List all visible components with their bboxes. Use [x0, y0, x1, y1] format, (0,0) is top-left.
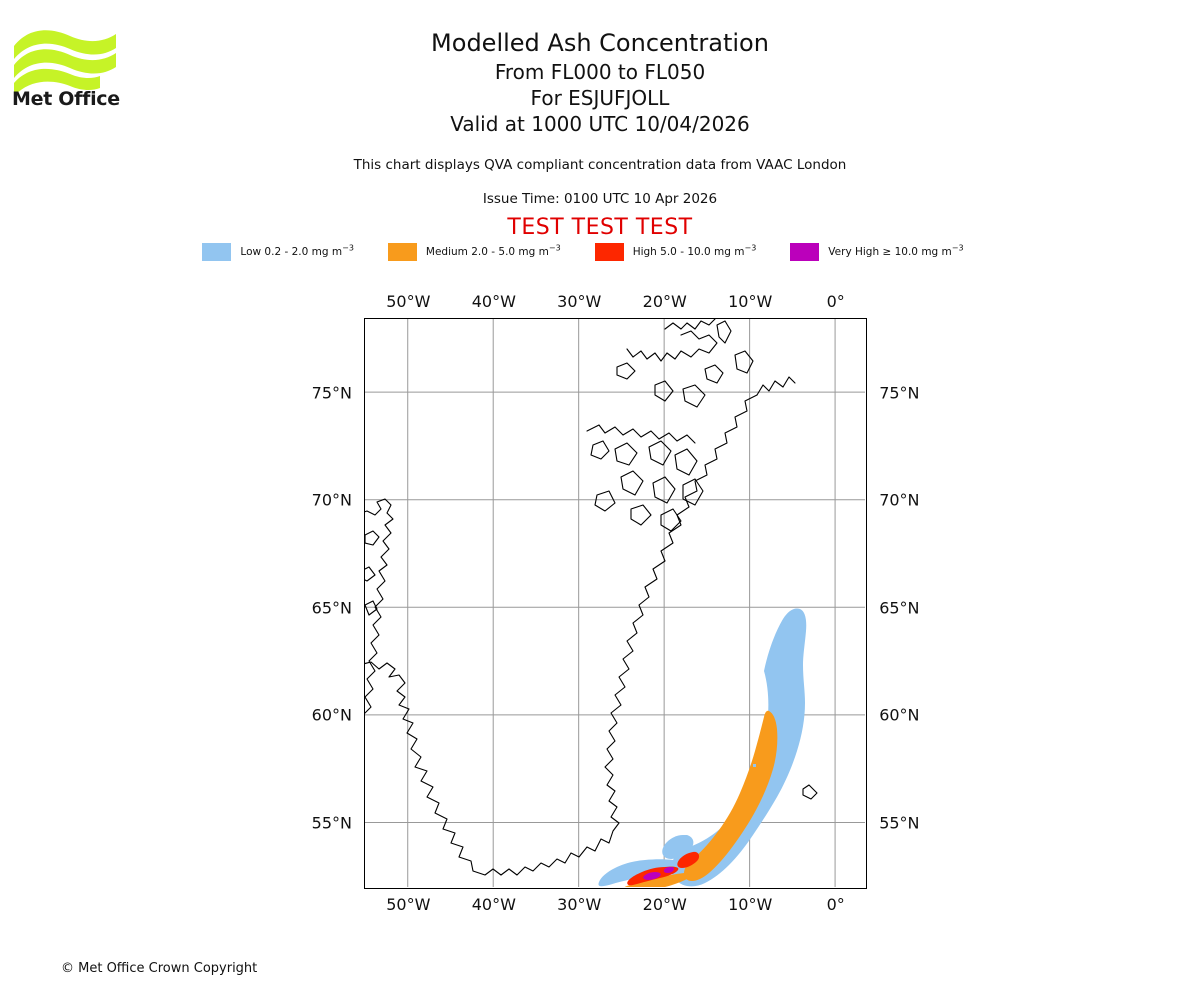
lon-tick-label: 20°W	[642, 292, 687, 311]
lon-tick-label: 50°W	[386, 895, 431, 915]
lat-tick-label: 60°N	[879, 705, 920, 725]
lat-tick-label: 65°N	[311, 598, 352, 618]
title-block: Modelled Ash Concentration From FL000 to…	[0, 28, 1200, 137]
legend-label-low: Low 0.2 - 2.0 mg m−3	[240, 243, 354, 258]
legend-label-medium: Medium 2.0 - 5.0 mg m−3	[425, 243, 561, 258]
legend-item-very-high: Very High ≥ 10.0 mg m−3	[790, 243, 997, 261]
lon-tick-label: 10°W	[728, 895, 773, 915]
met-office-waves-icon	[14, 30, 116, 92]
issue-time: Issue Time: 0100 UTC 10 Apr 2026	[482, 191, 718, 207]
ash-speck-low	[753, 764, 756, 767]
concentration-legend: Low 0.2 - 2.0 mg m−3 Medium 2.0 - 5.0 mg…	[0, 243, 1200, 261]
lat-tick-label: 75°N	[311, 383, 352, 403]
map-canvas	[365, 319, 865, 887]
lon-tick-label: 0°	[826, 292, 845, 311]
legend-swatch-very-high	[790, 243, 820, 261]
met-office-logo	[12, 22, 127, 117]
legend-label-very-high: Very High ≥ 10.0 mg m−3	[828, 243, 964, 258]
map-gridlines	[365, 319, 865, 887]
title-valid-time: Valid at 1000 UTC 10/04/2026	[450, 112, 750, 136]
lon-tick-label: 40°W	[471, 895, 516, 915]
lon-tick-label: 0°	[826, 895, 845, 915]
lon-tick-label: 10°W	[728, 292, 773, 311]
title-volcano: For ESJUFJOLL	[530, 86, 670, 110]
legend-swatch-high	[594, 243, 624, 261]
ash-area-medium-tail	[624, 873, 690, 887]
lat-tick-label: 75°N	[879, 383, 920, 403]
ash-concentration-map	[364, 318, 867, 889]
lon-tick-label: 30°W	[557, 895, 602, 915]
legend-swatch-medium	[387, 243, 417, 261]
ash-area-very-high	[643, 872, 661, 880]
lon-tick-label: 20°W	[642, 895, 687, 915]
lon-tick-label: 30°W	[557, 292, 602, 311]
lat-tick-label: 60°N	[311, 705, 352, 725]
coastlines	[365, 319, 818, 876]
lon-tick-label: 40°W	[471, 292, 516, 311]
legend-label-high: High 5.0 - 10.0 mg m−3	[632, 243, 757, 258]
ash-area-very-high-2	[663, 867, 674, 873]
page-title: Modelled Ash Concentration	[431, 29, 769, 57]
ash-area-low-north-patch	[662, 835, 694, 859]
ash-area-high-2	[677, 851, 700, 868]
legend-item-low: Low 0.2 - 2.0 mg m−3	[202, 243, 387, 261]
ash-area-low	[670, 608, 807, 887]
test-banner: TEST TEST TEST	[507, 215, 693, 240]
lat-tick-label: 70°N	[311, 490, 352, 510]
ash-plume	[598, 608, 807, 887]
legend-swatch-low	[202, 243, 232, 261]
legend-item-medium: Medium 2.0 - 5.0 mg m−3	[387, 243, 595, 261]
lat-tick-label: 70°N	[879, 490, 920, 510]
title-flight-levels: From FL000 to FL050	[494, 60, 706, 84]
copyright-text: © Met Office Crown Copyright	[61, 961, 258, 976]
chart-description: This chart displays QVA compliant concen…	[353, 157, 847, 173]
brand-name: Met Office	[12, 88, 120, 110]
map-plot-frame	[364, 318, 867, 889]
legend-item-high: High 5.0 - 10.0 mg m−3	[594, 243, 791, 261]
lat-tick-label: 55°N	[311, 813, 352, 833]
lat-tick-label: 65°N	[879, 598, 920, 618]
lon-tick-label: 50°W	[386, 292, 431, 311]
lat-tick-label: 55°N	[879, 813, 920, 833]
